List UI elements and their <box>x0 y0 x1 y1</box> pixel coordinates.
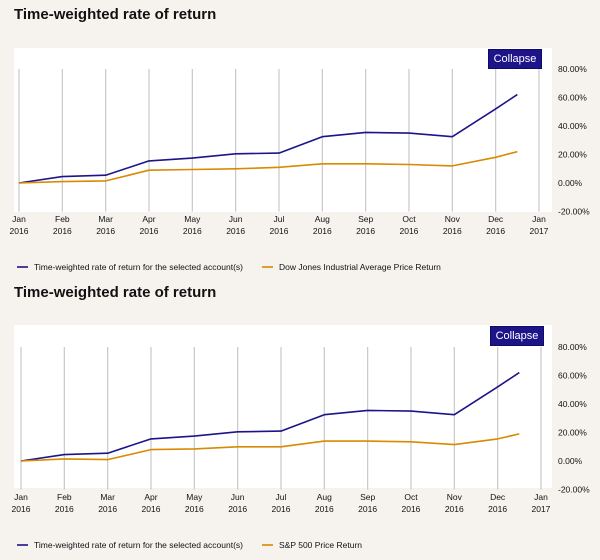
chart-title: Time-weighted rate of return <box>14 6 217 23</box>
account-return-line <box>20 371 520 462</box>
x-tick-year: 2016 <box>183 226 202 236</box>
legend-label: Time-weighted rate of return for the sel… <box>34 262 243 272</box>
benchmark-return-line <box>18 150 518 184</box>
x-tick-month: Sep <box>358 214 373 224</box>
legend-label: Time-weighted rate of return for the sel… <box>34 540 243 550</box>
x-tick-year: 2016 <box>96 226 115 236</box>
x-tick-month: Oct <box>402 214 416 224</box>
y-tick-label: 40.00% <box>558 399 587 409</box>
x-tick-month: Jul <box>276 492 287 502</box>
y-tick-label: 20.00% <box>558 150 587 160</box>
x-tick-month: Apr <box>144 492 157 502</box>
x-tick-month: Apr <box>142 214 155 224</box>
x-tick-month: Sep <box>360 492 375 502</box>
x-tick-year: 2016 <box>402 504 421 514</box>
x-tick-month: Oct <box>404 492 418 502</box>
y-tick-label: -20.00% <box>558 485 590 495</box>
x-tick-month: Aug <box>317 492 332 502</box>
x-tick-year: 2016 <box>313 226 332 236</box>
x-tick-year: 2016 <box>270 226 289 236</box>
x-tick-year: 2016 <box>272 504 291 514</box>
chart-panel-1: Time-weighted rate of return Jan 2016 Feb 2… <box>10 6 591 272</box>
x-tick-month: Jul <box>274 214 285 224</box>
x-tick-year: 2016 <box>98 504 117 514</box>
x-tick-year: 2016 <box>315 504 334 514</box>
y-tick-label: 20.00% <box>558 428 587 438</box>
x-tick-month: Mar <box>100 492 115 502</box>
x-tick-month: Jun <box>229 214 243 224</box>
x-tick-year: 2016 <box>486 226 505 236</box>
x-tick-year: 2016 <box>443 226 462 236</box>
x-tick-month: Jan <box>14 492 28 502</box>
x-tick-year: 2016 <box>358 504 377 514</box>
benchmark-return-line <box>20 433 520 462</box>
x-tick-year: 2016 <box>228 504 247 514</box>
legend-label: S&P 500 Price Return <box>279 540 362 550</box>
x-tick-year: 2017 <box>531 504 550 514</box>
x-tick-month: May <box>186 492 203 502</box>
x-tick-year: 2016 <box>185 504 204 514</box>
y-tick-label: 80.00% <box>558 342 587 352</box>
legend-label: Dow Jones Industrial Average Price Retur… <box>279 262 441 272</box>
y-tick-label: -20.00% <box>558 207 590 217</box>
x-tick-year: 2016 <box>55 504 74 514</box>
x-tick-month: Mar <box>98 214 113 224</box>
x-tick-month: Nov <box>445 214 461 224</box>
y-tick-label: 80.00% <box>558 64 587 74</box>
y-tick-label: 0.00% <box>558 178 583 188</box>
y-tick-label: 60.00% <box>558 93 587 103</box>
x-tick-year: 2016 <box>12 504 31 514</box>
x-tick-month: May <box>184 214 201 224</box>
account-return-line <box>18 93 518 184</box>
y-tick-label: 0.00% <box>558 456 583 466</box>
x-tick-year: 2016 <box>488 504 507 514</box>
x-tick-month: Feb <box>57 492 72 502</box>
x-tick-year: 2016 <box>445 504 464 514</box>
x-tick-month: Jun <box>231 492 245 502</box>
chart-svg: Jan 2016 Feb 2016 Mar 2016 Apr 2016 May 2016 Jun 20… <box>12 342 591 550</box>
y-tick-label: 40.00% <box>558 121 587 131</box>
x-tick-month: Dec <box>488 214 504 224</box>
plot-area <box>14 325 552 488</box>
x-tick-month: Jan <box>534 492 548 502</box>
x-tick-year: 2016 <box>226 226 245 236</box>
x-tick-month: Nov <box>447 492 463 502</box>
chart-panel-2: Time-weighted rate of return Jan 2016 Feb 2… <box>0 280 600 560</box>
x-tick-year: 2016 <box>356 226 375 236</box>
x-tick-year: 2016 <box>400 226 419 236</box>
x-tick-year: 2016 <box>53 226 72 236</box>
x-tick-year: 2016 <box>140 226 159 236</box>
x-tick-year: 2016 <box>10 226 29 236</box>
x-tick-month: Aug <box>315 214 330 224</box>
collapse-button[interactable]: Collapse <box>488 49 542 69</box>
x-tick-month: Jan <box>532 214 546 224</box>
x-tick-year: 2017 <box>529 226 548 236</box>
x-tick-month: Feb <box>55 214 70 224</box>
chart-title: Time-weighted rate of return <box>14 284 217 301</box>
y-tick-label: 60.00% <box>558 371 587 381</box>
x-tick-month: Jan <box>12 214 26 224</box>
chart-svg: Jan 2016 Feb 2016 Mar 2016 Apr 2016 May 2016 Jun 20… <box>10 64 591 272</box>
x-tick-month: Dec <box>490 492 506 502</box>
collapse-button[interactable]: Collapse <box>490 326 544 346</box>
x-tick-year: 2016 <box>142 504 161 514</box>
